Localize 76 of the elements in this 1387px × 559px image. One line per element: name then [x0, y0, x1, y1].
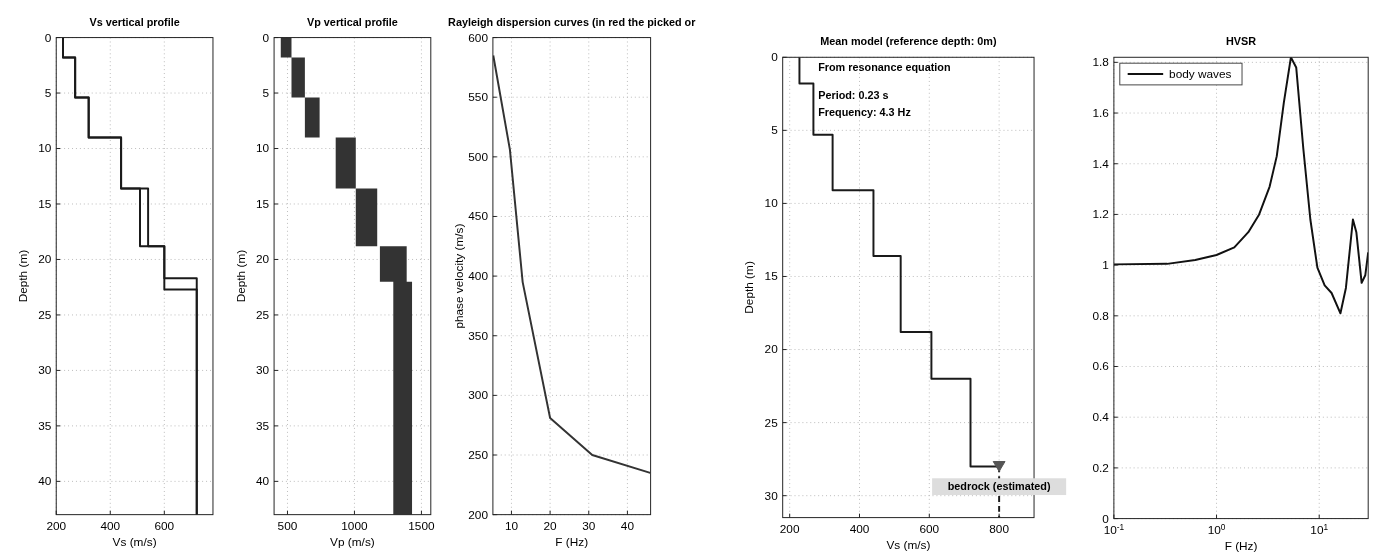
y-tick-label: 35	[256, 418, 270, 433]
x-tick-label: 40	[620, 519, 635, 534]
x-tick-label: 10	[504, 519, 519, 534]
y-tick-label: 5	[771, 123, 779, 138]
y-tick-label: 15	[764, 269, 779, 284]
y-tick-label: 0	[44, 30, 52, 45]
y-tick-label: 10	[256, 141, 270, 156]
y-tick-label: 15	[38, 196, 52, 211]
y-tick-label: 1	[1102, 258, 1109, 273]
y-tick-label: 0	[771, 50, 779, 65]
y-tick-label: 25	[764, 415, 779, 430]
y-tick-label: 25	[256, 307, 270, 322]
x-tick-label: 10$^{0}$	[1207, 522, 1226, 538]
annotation: bedrock (estimated)	[947, 480, 1051, 493]
y-tick-label: 30	[764, 488, 779, 503]
x-tick-label: 10$^{1}$	[1310, 522, 1329, 538]
x-tick-label: 1000	[341, 519, 369, 534]
y-axis-title: Depth (m)	[233, 249, 248, 303]
y-tick-label: 35	[38, 418, 52, 433]
y-tick-label: 1.2	[1092, 207, 1109, 222]
x-tick-label: 400	[849, 522, 870, 537]
y-tick-label: 300	[468, 388, 489, 403]
y-axis-title: Depth (m)	[742, 261, 757, 314]
x-axis-title: Vs (m/s)	[112, 535, 157, 550]
x-tick-label: 600	[154, 519, 175, 534]
y-tick-label: 1.4	[1092, 156, 1110, 171]
annotation: Frequency: 4.3 Hz	[818, 106, 912, 119]
y-tick-label: 200	[468, 507, 489, 522]
y-tick-label: 250	[468, 447, 489, 462]
y-tick-label: 0	[262, 30, 270, 45]
y-tick-label: 450	[468, 209, 489, 224]
x-tick-label: 20	[543, 519, 558, 534]
y-tick-label: 10	[38, 141, 52, 156]
chart-title: Vs vertical profile	[89, 15, 180, 28]
y-axis-title: phase velocity (m/s)	[452, 223, 467, 329]
x-tick-label: 400	[100, 519, 121, 534]
y-tick-label: 5	[44, 85, 52, 100]
y-tick-label: 10	[764, 196, 779, 211]
y-tick-label: 25	[38, 307, 52, 322]
x-tick-label: 800	[989, 522, 1010, 537]
chart-title: HVSR	[1225, 35, 1257, 48]
x-axis-title: F (Hz)	[1224, 539, 1258, 554]
y-tick-label: 40	[256, 474, 270, 489]
y-tick-label: 400	[468, 269, 489, 284]
y-tick-label: 1.8	[1092, 55, 1110, 70]
y-tick-label: 600	[468, 30, 489, 45]
x-tick-label: 600	[919, 522, 940, 537]
x-axis-title: F (Hz)	[555, 535, 589, 550]
y-axis-title: Depth (m)	[15, 249, 30, 303]
y-tick-label: 30	[38, 363, 52, 378]
x-tick-label: 30	[582, 519, 596, 534]
y-tick-label: 350	[468, 328, 489, 343]
chart-title: Mean model (reference depth: 0m)	[820, 35, 997, 48]
y-tick-label: 30	[256, 363, 270, 378]
legend-label: body waves	[1169, 66, 1232, 81]
x-tick-label: 500	[277, 519, 298, 534]
y-tick-label: 20	[38, 252, 52, 267]
y-tick-label: 20	[764, 342, 779, 357]
y-tick-label: 5	[262, 85, 270, 100]
y-tick-label: 500	[468, 149, 489, 164]
chart-title: Vp vertical profile	[307, 15, 398, 28]
y-tick-label: 0.4	[1092, 410, 1110, 425]
chart-title: Rayleigh dispersion curves (in red the picked or	[448, 15, 697, 28]
y-tick-label: 0.6	[1092, 359, 1110, 374]
y-tick-label: 0.2	[1092, 460, 1109, 475]
x-tick-label: 1500	[408, 519, 435, 534]
annotation: Period: 0.23 s	[818, 88, 889, 101]
y-tick-label: 1.6	[1092, 105, 1110, 120]
x-axis-title: Vs (m/s)	[886, 538, 931, 553]
x-axis-title: Vp (m/s)	[330, 535, 375, 550]
y-tick-label: 550	[468, 90, 489, 105]
y-tick-label: 20	[256, 252, 270, 267]
y-tick-label: 15	[256, 196, 270, 211]
annotation: From resonance equation	[818, 61, 951, 74]
y-tick-label: 0.8	[1092, 308, 1110, 323]
y-tick-label: 40	[38, 474, 52, 489]
